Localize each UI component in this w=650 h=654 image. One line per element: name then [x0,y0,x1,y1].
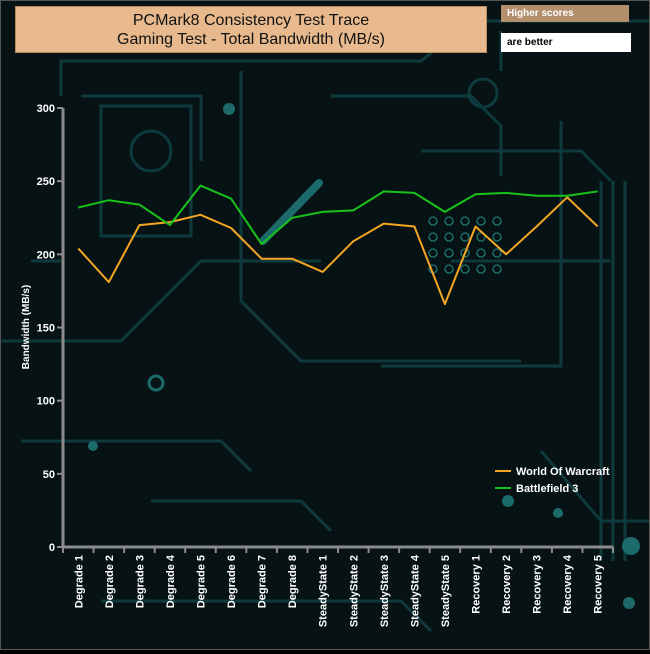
series-lines [77,184,599,306]
y-tick-label: 50 [43,469,55,481]
x-tick-label: Recovery 2 [501,555,513,614]
y-axis-label: Bandwidth (MB/s) [21,285,32,369]
x-tick-label: Recovery 3 [532,555,544,614]
x-tick-label: Degrade 8 [287,555,299,608]
x-tick-label: Degrade 7 [257,555,269,608]
x-tick-label: SteadyState 4 [409,554,421,627]
x-tick-label: SteadyState 2 [348,555,360,627]
note-are-better: are better [501,33,631,52]
y-tick-label: 250 [37,176,55,188]
x-tick-label: SteadyState 3 [379,555,391,627]
chart-title: PCMark8 Consistency Test Trace [132,11,370,29]
y-tick-label: 100 [37,396,55,408]
y-tick-label: 200 [37,249,55,261]
y-tick-label: 0 [49,542,55,554]
x-tick-label: Degrade 1 [73,555,85,608]
legend-label: Battlefield 3 [516,483,578,495]
chart-axes [61,108,613,549]
x-tick-label: Degrade 6 [226,555,238,608]
legend: World Of Warcraft Battlefield 3 [495,466,610,495]
series-line-2 [78,184,598,246]
x-axis-ticks: Degrade 1 Degrade 2 Degrade 3 Degrade 4 Degr… [62,547,614,627]
note-higher-scores: Higher scores [501,5,629,22]
y-tick-label: 300 [37,103,55,115]
x-tick-label: Degrade 3 [134,555,146,608]
x-tick-label: Recovery 4 [562,554,574,614]
x-tick-label: SteadyState 1 [318,555,330,627]
x-tick-label: SteadyState 5 [440,555,452,627]
series-line-1 [77,196,599,306]
x-tick-label: Recovery 5 [593,555,605,614]
chart-subtitle: Gaming Test - Total Bandwidth (MB/s) [117,30,385,48]
x-tick-label: Degrade 4 [165,554,177,608]
legend-label: World Of Warcraft [516,466,610,478]
x-tick-label: Degrade 2 [104,555,116,608]
x-tick-label: Recovery 1 [471,555,483,614]
circuit-background [1,19,649,633]
y-tick-label: 150 [37,323,55,335]
x-tick-label: Degrade 5 [196,555,208,608]
chart-title-box: PCMark8 Consistency Test Trace Gaming Te… [15,6,487,53]
y-axis-ticks: 0 50 100 150 200 250 300 [37,103,63,554]
